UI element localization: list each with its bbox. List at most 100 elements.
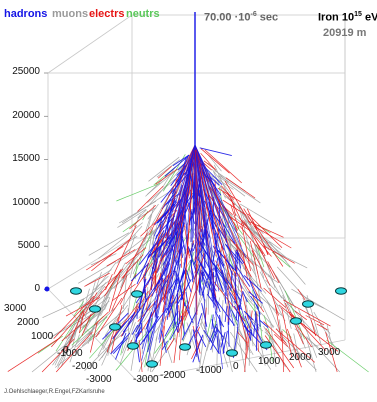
particle-track xyxy=(212,169,226,199)
particle-track xyxy=(224,292,227,304)
particle-track xyxy=(230,331,258,373)
particle-track xyxy=(247,213,283,249)
particle-track xyxy=(248,291,263,304)
particle-track xyxy=(266,300,282,336)
particle-track xyxy=(218,227,226,239)
particle-track xyxy=(117,209,147,228)
particle-track xyxy=(234,316,242,357)
particle-track xyxy=(313,311,337,350)
particle-track xyxy=(194,144,234,307)
particle-track xyxy=(200,329,213,372)
particle-track xyxy=(159,316,167,342)
particle-track xyxy=(236,265,241,307)
particle-track xyxy=(81,292,98,320)
box-edge xyxy=(47,237,133,290)
particle-track xyxy=(85,269,112,286)
particle-track xyxy=(141,144,196,361)
particle-track xyxy=(296,324,312,348)
particle-track xyxy=(253,225,292,249)
particle-track xyxy=(249,280,258,299)
particle-track xyxy=(326,324,334,353)
particle-track xyxy=(203,250,206,277)
particle-track xyxy=(200,152,217,171)
particle-track xyxy=(216,335,220,355)
y-tick-label: 1000 xyxy=(31,331,54,342)
detector-station xyxy=(131,290,143,298)
x-tick-label: -2000 xyxy=(160,370,186,381)
particle-track xyxy=(281,308,293,358)
particle-track xyxy=(224,180,252,226)
particle-track xyxy=(117,249,130,263)
particle-track xyxy=(264,335,291,373)
particle-track xyxy=(263,287,287,308)
particle-track xyxy=(62,328,95,357)
particle-track xyxy=(155,168,178,185)
particle-track xyxy=(144,317,153,368)
particle-track xyxy=(144,204,155,243)
particle-track xyxy=(269,241,306,285)
particle-track xyxy=(177,161,187,171)
particle-track xyxy=(84,272,110,287)
particle-track xyxy=(95,297,123,338)
particle-track xyxy=(131,324,139,335)
particle-track xyxy=(107,328,130,347)
particle-track xyxy=(142,144,196,280)
particle-track xyxy=(237,232,272,269)
particle-track xyxy=(146,160,189,195)
particle-track xyxy=(205,169,230,197)
particle-track xyxy=(254,313,266,366)
particle-track xyxy=(200,148,230,174)
detector-station xyxy=(260,341,272,349)
particle-track xyxy=(122,307,142,333)
particle-track xyxy=(211,276,218,299)
legend-muons: muons xyxy=(52,8,89,20)
particle-track xyxy=(90,321,98,353)
particle-track xyxy=(241,220,286,258)
particle-track xyxy=(97,291,109,318)
particle-track xyxy=(243,275,263,292)
particle-track xyxy=(201,270,211,296)
particle-track xyxy=(54,322,76,366)
legend-hadrons: hadrons xyxy=(4,8,48,20)
particle-track xyxy=(106,249,136,267)
particle-track xyxy=(172,154,190,167)
y-tick-label: 2000 xyxy=(17,317,40,328)
particle-track xyxy=(145,144,196,264)
particle-track xyxy=(222,330,228,354)
particle-track xyxy=(246,313,264,344)
particle-track xyxy=(194,144,247,258)
credit-text: J.Oehlschlaeger,R.Engel,FZKarlsruhe xyxy=(4,389,105,395)
particle-track xyxy=(224,206,239,231)
particle-track xyxy=(93,311,109,326)
particle-track xyxy=(163,338,173,364)
box-edge xyxy=(47,14,133,74)
particle-track xyxy=(196,328,207,348)
particle-track xyxy=(194,144,215,308)
particle-track xyxy=(115,332,127,360)
particle-track xyxy=(104,268,124,289)
particle-track xyxy=(194,144,220,292)
detector-station xyxy=(302,300,314,308)
particle-track xyxy=(127,281,133,319)
particle-track xyxy=(230,244,258,267)
x-tick-label: 3000 xyxy=(318,347,341,358)
particle-track xyxy=(235,251,245,264)
particle-track xyxy=(197,232,206,246)
particle-track xyxy=(214,325,224,338)
particle-track xyxy=(134,259,139,280)
time-multiplier: ·10 xyxy=(234,11,251,24)
particle-track xyxy=(112,302,139,338)
particle-track xyxy=(159,277,164,297)
particle-track xyxy=(228,221,256,260)
particle-track xyxy=(99,277,117,315)
detector-station xyxy=(335,287,347,295)
particle-track xyxy=(305,337,317,373)
particle-track xyxy=(87,296,106,344)
particle-track xyxy=(298,309,318,358)
particle-track xyxy=(153,324,173,361)
particle-track xyxy=(130,226,152,265)
detector-station xyxy=(89,305,101,313)
particle-track xyxy=(242,211,264,235)
particle-track xyxy=(210,328,218,343)
particle-track xyxy=(128,234,136,255)
